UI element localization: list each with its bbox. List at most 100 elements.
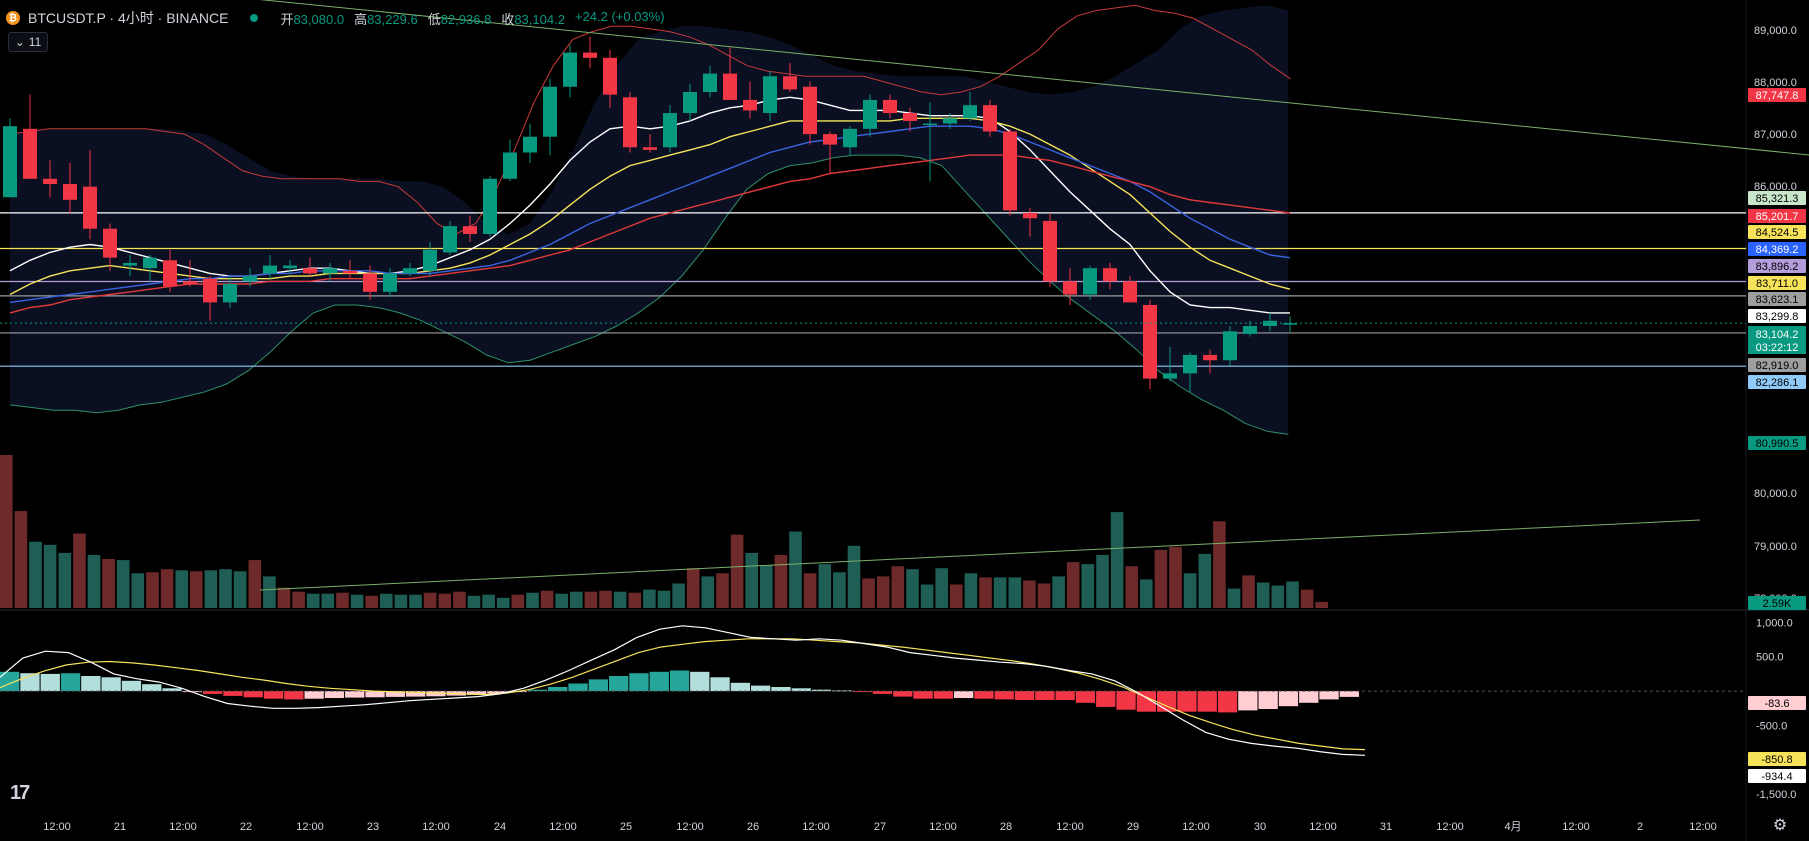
indicators-toggle-button[interactable]: ⌄ 11 <box>8 32 48 52</box>
volume-bar <box>365 595 378 608</box>
candle-body <box>1123 281 1137 303</box>
candle-body <box>263 265 277 274</box>
candle-body <box>63 184 77 200</box>
macd-histogram-bar <box>527 689 548 692</box>
chart-header: ₿ BTCUSDT.P · 4小时 · BINANCE 开83,080.0 高8… <box>6 8 665 28</box>
candle-body <box>603 57 617 95</box>
candle-body <box>83 186 97 229</box>
macd-histogram-bar <box>40 673 60 692</box>
volume-bar <box>1198 553 1212 608</box>
candle-body <box>703 73 717 93</box>
candle-body <box>503 152 517 179</box>
candle-body <box>823 134 837 145</box>
candle-body <box>923 123 937 126</box>
macd-histogram-bar <box>162 688 182 692</box>
price-label: 83,299.8 <box>1756 311 1799 323</box>
macd-histogram-bar <box>1319 691 1339 700</box>
volume-bar <box>964 573 978 608</box>
macd-histogram-bar <box>1217 691 1238 713</box>
price-label-bg <box>1748 375 1806 389</box>
volume-bar <box>467 595 481 608</box>
time-axis-tick: 26 <box>747 821 759 833</box>
macd-histogram-bar <box>1238 691 1258 711</box>
trendline <box>259 0 1809 156</box>
macd-histogram-bar <box>142 684 162 692</box>
macd-histogram-bar <box>1014 691 1035 700</box>
volume-bar <box>263 576 276 608</box>
candle-body <box>243 276 257 282</box>
macd-histogram-bar <box>1197 691 1217 712</box>
gear-icon[interactable]: ⚙ <box>1772 817 1788 834</box>
volume-bar <box>570 591 583 608</box>
volume-bar <box>701 576 715 608</box>
tradingview-logo: 17 <box>10 782 30 804</box>
macd-histogram-bar <box>690 671 710 692</box>
ohlc-legend: 开83,080.0 高83,229.6 低82,936.8 收83,104.2 … <box>280 9 664 28</box>
time-axis-tick: 29 <box>1127 821 1139 833</box>
price-label-bg <box>1748 242 1806 256</box>
indicator-count: 11 <box>28 35 42 49</box>
macd-axis-tick: -1,500.0 <box>1756 789 1796 801</box>
macd-histogram-bar <box>345 691 365 698</box>
price-label: 82,286.1 <box>1756 377 1799 389</box>
macd-histogram-bar <box>466 691 487 695</box>
macd-histogram-bar <box>954 691 974 698</box>
macd-histogram-bar <box>669 670 690 692</box>
candle-body <box>3 126 17 198</box>
price-label-bg <box>1748 358 1806 372</box>
macd-histogram-bar <box>893 691 913 697</box>
macd-axis-tick: 500.0 <box>1756 652 1784 664</box>
volume-bar <box>979 577 992 608</box>
low-value: 82,936.8 <box>440 11 492 27</box>
macd-value-label: -850.8 <box>1761 754 1792 766</box>
macd-histogram-bar <box>304 691 324 699</box>
candle-body <box>583 52 597 58</box>
volume-bar <box>862 578 875 608</box>
macd-value-label-bg <box>1748 752 1806 766</box>
volume-bar <box>1242 575 1255 608</box>
moving-average-line <box>9 117 1291 296</box>
volume-bar <box>686 568 700 608</box>
candle-body <box>1283 323 1297 325</box>
symbol-title[interactable]: BTCUSDT.P · 4小时 · BINANCE <box>28 10 229 26</box>
time-axis-tick: 12:00 <box>802 821 830 833</box>
time-axis-tick: 12:00 <box>1056 821 1084 833</box>
volume-bar <box>1008 577 1022 608</box>
candle-body <box>323 268 337 274</box>
volume-bar <box>935 568 948 608</box>
candle-body <box>623 97 637 148</box>
candle-body <box>163 260 177 287</box>
macd-histogram-bar <box>994 691 1014 700</box>
volume-bar <box>891 566 905 608</box>
macd-histogram-bar <box>852 691 872 693</box>
open-label: 开 <box>280 11 294 27</box>
time-axis-tick: 12:00 <box>1689 821 1717 833</box>
candle-body <box>863 99 877 129</box>
volume-bar <box>1096 555 1109 608</box>
macd-histogram-bar <box>609 676 629 692</box>
volume-bar <box>87 555 101 608</box>
macd-histogram-bar <box>365 691 385 698</box>
time-axis-tick: 4月 <box>1504 821 1521 833</box>
time-axis-tick: 28 <box>1000 821 1012 833</box>
price-label-bg <box>1748 225 1806 239</box>
time-axis-tick: 12:00 <box>43 821 71 833</box>
bollinger-band-fill <box>10 5 1289 435</box>
volume-bar <box>1081 564 1095 608</box>
candle-body <box>363 273 377 292</box>
price-axis-tick: 79,000.0 <box>1754 541 1797 553</box>
macd-histogram-bar <box>588 679 608 692</box>
candle-body <box>563 52 577 87</box>
macd-histogram-bar <box>1339 691 1359 697</box>
candle-body <box>1143 305 1157 379</box>
volume-bar <box>1256 582 1270 608</box>
candle-body <box>1183 354 1197 374</box>
price-axis-tick: 80,000.0 <box>1754 488 1797 500</box>
macd-value-label: -83.6 <box>1764 698 1789 710</box>
volume-bar <box>643 589 656 608</box>
volume-bar <box>1023 580 1036 608</box>
volume-bar <box>1271 585 1285 608</box>
candle-body <box>783 76 797 90</box>
candle-body <box>403 268 417 274</box>
